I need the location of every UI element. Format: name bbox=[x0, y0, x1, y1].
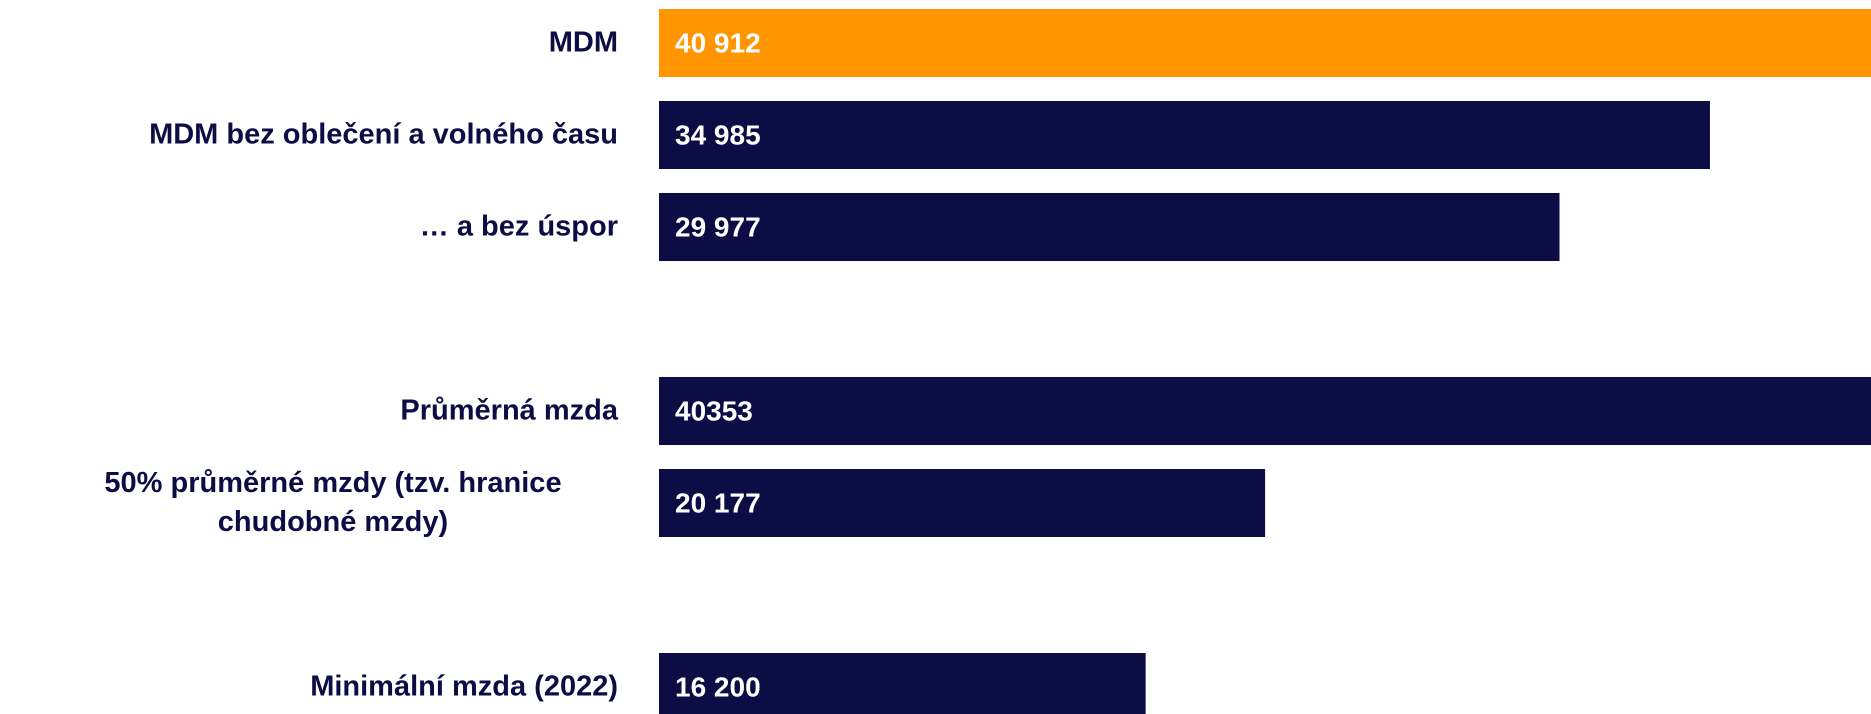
bar bbox=[659, 377, 1871, 445]
category-label: MDM bbox=[548, 26, 618, 59]
category-label: … a bez úspor bbox=[419, 210, 618, 243]
value-label: 40353 bbox=[675, 395, 753, 426]
bar bbox=[659, 101, 1710, 169]
value-label: 16 200 bbox=[675, 671, 761, 702]
category-label: Minimální mzda (2022) bbox=[310, 670, 618, 703]
value-label: 29 977 bbox=[675, 211, 761, 242]
bar bbox=[659, 653, 1146, 714]
bar bbox=[659, 193, 1560, 261]
category-label: Průměrná mzda bbox=[400, 394, 618, 427]
category-label: MDM bez oblečení a volného času bbox=[149, 118, 618, 151]
bar bbox=[659, 9, 1871, 77]
bar bbox=[659, 469, 1266, 537]
value-label: 34 985 bbox=[675, 119, 761, 150]
value-label: 40 912 bbox=[675, 27, 761, 58]
value-label: 20 177 bbox=[675, 487, 761, 518]
category-label: 50% průměrné mzdy (tzv. hranice chudobné… bbox=[104, 466, 562, 538]
